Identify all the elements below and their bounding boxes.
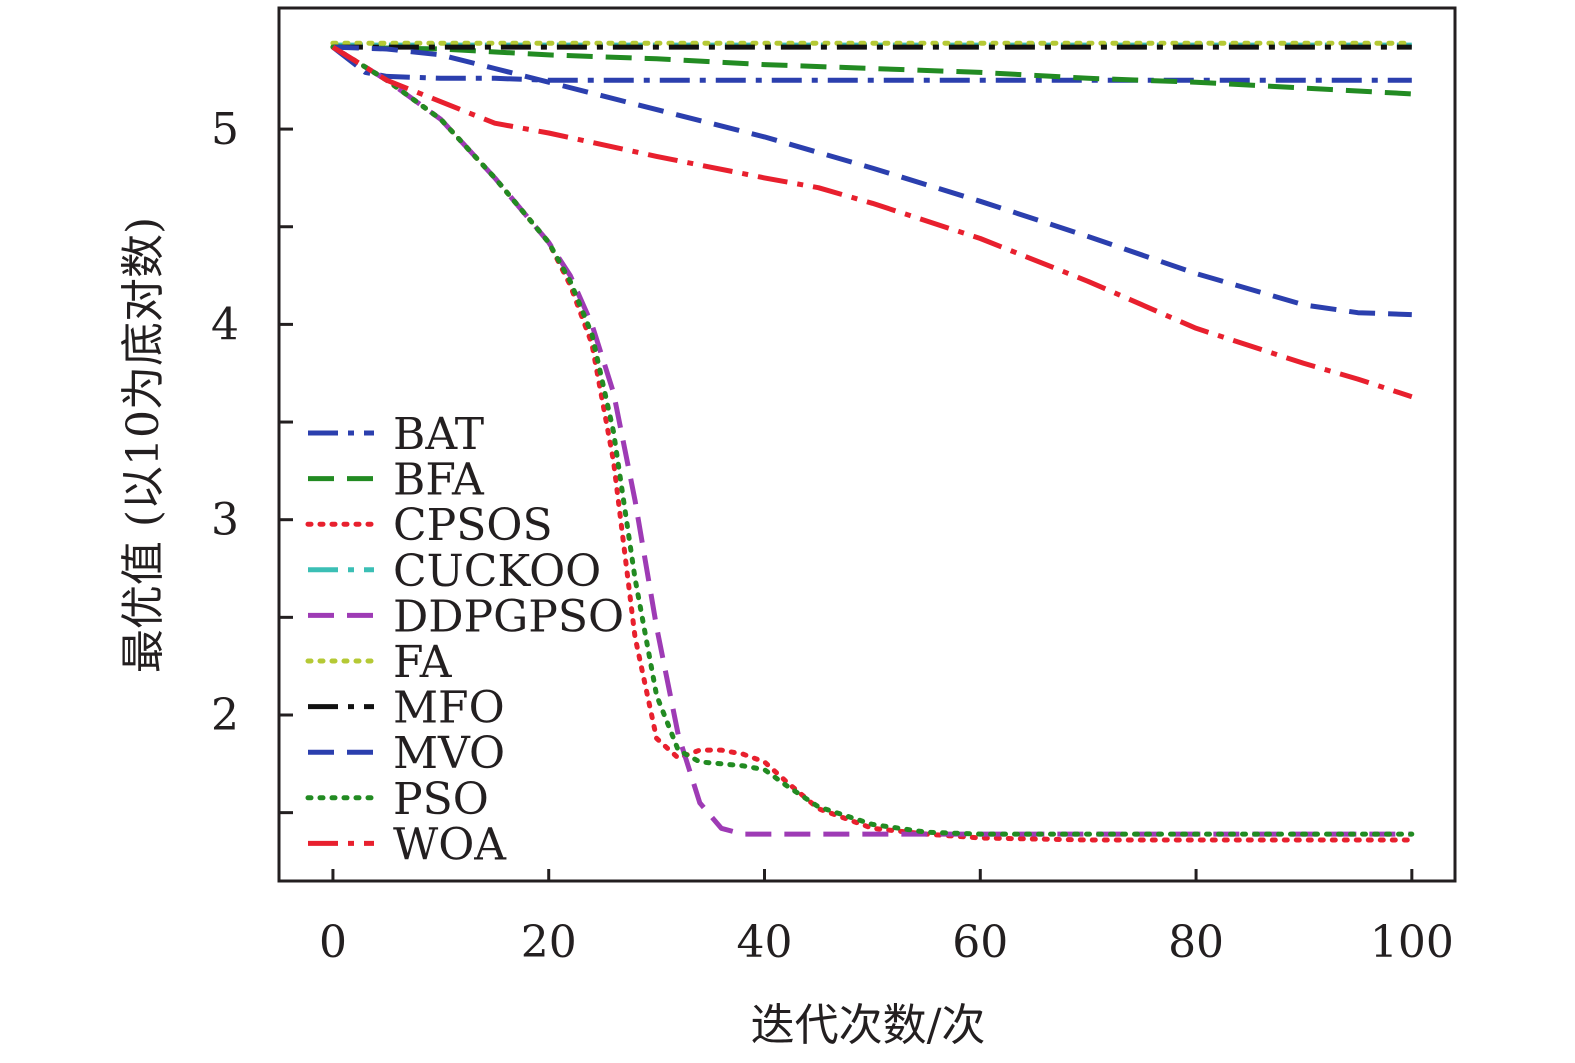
x-tick-label-3: 60 bbox=[952, 917, 1008, 968]
legend-label-cpsos: CPSOS bbox=[393, 500, 553, 551]
legend-label-ddpgpso: DDPGPSO bbox=[393, 591, 624, 642]
series-line-bfa bbox=[332, 44, 1412, 97]
series-line-woa bbox=[331, 44, 1413, 400]
legend-label-pso: PSO bbox=[393, 774, 489, 825]
x-tick-label-1: 20 bbox=[521, 917, 577, 968]
legend-label-woa: WOA bbox=[393, 819, 507, 870]
legend-label-mvo: MVO bbox=[393, 728, 505, 779]
x-tick-label-0: 0 bbox=[319, 917, 347, 968]
series-layer bbox=[330, 40, 1415, 843]
y-tick-label-2: 4 bbox=[211, 299, 239, 350]
x-tick-label-2: 40 bbox=[737, 917, 793, 968]
series-line-pso bbox=[330, 44, 1415, 837]
legend-label-bat: BAT bbox=[393, 409, 484, 460]
legend-label-fa: FA bbox=[393, 637, 453, 688]
legend-label-mfo: MFO bbox=[393, 683, 505, 734]
ticks-layer: 0 20 40 60 80 100 2 3 4 5 bbox=[211, 104, 1454, 968]
legend-label-cuckoo: CUCKOO bbox=[393, 546, 601, 597]
y-axis-label: 最优值 (以10为底对数) bbox=[118, 217, 169, 673]
legend-label-bfa: BFA bbox=[393, 455, 485, 506]
x-tick-label-4: 80 bbox=[1168, 917, 1224, 968]
x-tick-label-5: 100 bbox=[1370, 917, 1454, 968]
y-tick-label-1: 3 bbox=[211, 495, 239, 546]
y-tick-label-3: 5 bbox=[211, 104, 239, 155]
x-axis-label: 迭代次数/次 bbox=[751, 1000, 986, 1051]
plot-frame bbox=[277, 6, 1457, 883]
y-tick-label-0: 2 bbox=[211, 690, 239, 741]
series-line-mvo bbox=[332, 44, 1412, 318]
